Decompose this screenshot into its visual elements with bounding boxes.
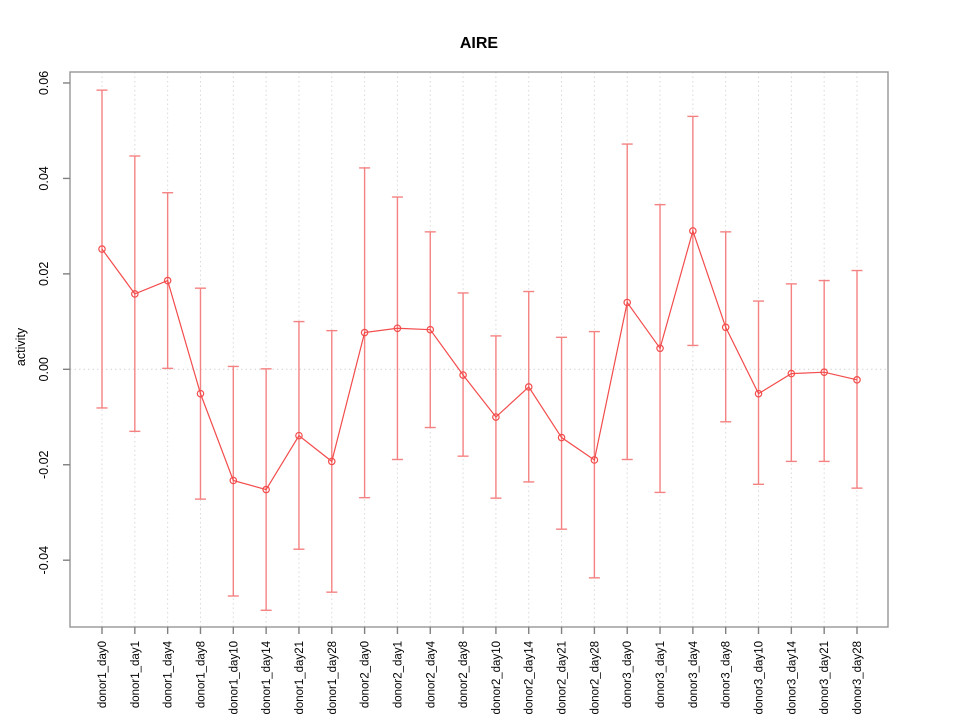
x-tick-label: donor1_day28 — [327, 641, 339, 715]
data-point — [623, 298, 632, 307]
x-tick-label: donor2_day28 — [589, 641, 601, 715]
x-tick-label: donor1_day10 — [228, 641, 240, 715]
data-point — [524, 383, 533, 391]
x-tick-label: donor3_day28 — [852, 641, 864, 715]
data-point — [853, 376, 861, 384]
x-tick-label: donor1_day21 — [294, 641, 306, 715]
data-point — [360, 328, 369, 337]
x-tick-label: donor3_day4 — [688, 640, 700, 708]
data-point — [327, 457, 336, 466]
x-tick-label: donor2_day21 — [557, 641, 569, 715]
x-tick-label: donor2_day0 — [360, 641, 372, 708]
data-point — [656, 344, 664, 353]
plot-border — [69, 71, 889, 628]
y-axis-label: activity — [14, 327, 28, 366]
data-point — [131, 290, 139, 298]
x-tick-label: donor1_day14 — [261, 640, 273, 714]
x-tick-label: donor3_day8 — [721, 641, 733, 708]
x-tick-label: donor3_day10 — [754, 641, 766, 715]
chart-title: AIRE — [460, 35, 499, 52]
data-point — [295, 431, 303, 440]
y-tick-label: 0.00 — [37, 357, 51, 381]
data-point — [787, 369, 796, 378]
x-tick-label: donor2_day4 — [425, 640, 437, 708]
data-point — [590, 456, 599, 464]
x-tick-label: donor1_day8 — [195, 641, 207, 708]
data-point — [98, 245, 106, 253]
data-point — [163, 276, 172, 285]
x-tick-label: donor3_day14 — [786, 640, 798, 714]
x-tick-label: donor2_day8 — [458, 641, 470, 708]
y-tick-label: -0.02 — [37, 450, 51, 479]
data-point — [229, 476, 238, 485]
y-tick-label: -0.04 — [37, 546, 51, 575]
data-point — [393, 324, 402, 333]
y-tick-label: 0.04 — [37, 166, 51, 190]
x-tick-label: donor1_day0 — [97, 641, 109, 708]
x-tick-label: donor2_day10 — [491, 641, 503, 715]
data-point — [492, 413, 500, 421]
plot-area: -0.04 -0.02 0.00 0.02 0.04 0.06 donor1_day0 don… — [37, 71, 889, 715]
data-point — [721, 323, 730, 332]
data-point — [754, 389, 763, 398]
x-tick-label: donor3_day1 — [655, 641, 667, 708]
data-point — [196, 389, 205, 398]
data-point — [262, 485, 270, 494]
series-line — [101, 228, 858, 491]
data-point — [820, 368, 828, 376]
x-tick-label: donor1_day4 — [163, 640, 175, 708]
x-tick-label: donor1_day1 — [130, 641, 142, 708]
x-tick-label: donor3_day0 — [622, 641, 634, 708]
y-tick-label: 0.02 — [37, 262, 51, 286]
data-point — [557, 433, 566, 442]
data-point — [689, 227, 697, 235]
x-tick-label: donor2_day1 — [392, 641, 404, 708]
x-tick-label: donor3_day21 — [819, 641, 831, 715]
y-tick-label: 0.06 — [37, 71, 51, 95]
data-point — [459, 371, 467, 379]
x-tick-label: donor2_day14 — [524, 640, 536, 714]
data-point — [426, 325, 435, 334]
